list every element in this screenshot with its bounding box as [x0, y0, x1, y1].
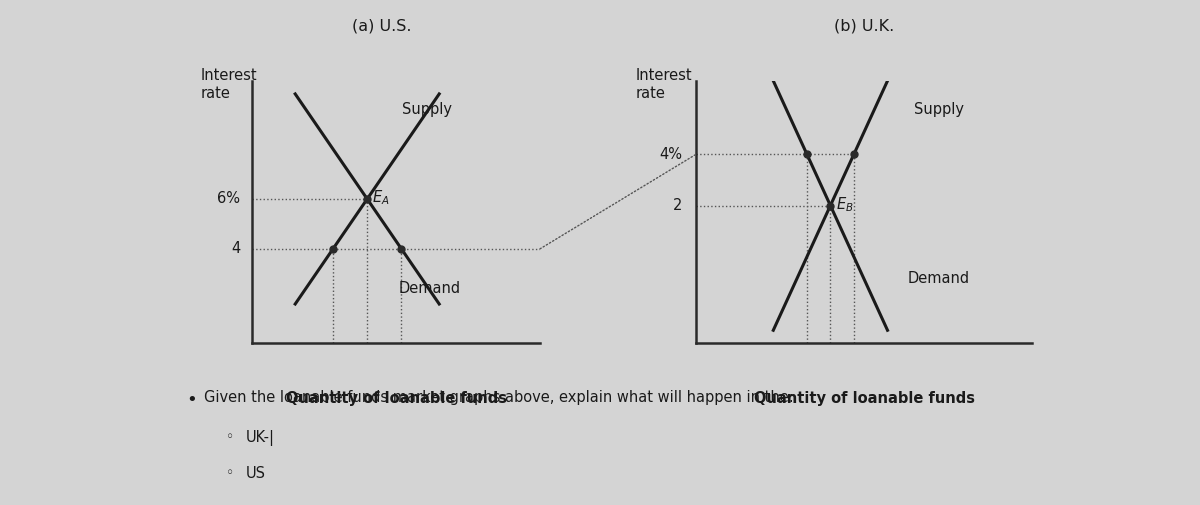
Text: ◦: ◦ — [226, 466, 234, 480]
Text: Quantity of loanable funds: Quantity of loanable funds — [286, 391, 506, 406]
Text: 6%: 6% — [217, 191, 240, 207]
Text: Supply: Supply — [914, 102, 965, 117]
Text: 4%: 4% — [660, 147, 683, 162]
Text: 2: 2 — [673, 198, 683, 213]
Text: ◦: ◦ — [226, 430, 234, 444]
Text: US: US — [246, 466, 266, 481]
Text: Demand: Demand — [907, 271, 970, 286]
Text: Given the loanable funds market graphs above, explain what will happen in the:: Given the loanable funds market graphs a… — [204, 390, 793, 405]
Text: $E_B$: $E_B$ — [836, 195, 854, 214]
Text: Interest
rate: Interest rate — [636, 68, 692, 102]
Text: Supply: Supply — [402, 102, 451, 117]
Text: Quantity of loanable funds: Quantity of loanable funds — [754, 391, 974, 406]
Text: (b) U.K.: (b) U.K. — [834, 19, 894, 33]
Text: Demand: Demand — [398, 281, 461, 296]
Text: •: • — [186, 391, 197, 410]
Text: UK-|: UK-| — [246, 430, 275, 446]
Text: (a) U.S.: (a) U.S. — [352, 19, 412, 33]
Text: $E_A$: $E_A$ — [372, 188, 390, 207]
Text: 4: 4 — [232, 241, 240, 257]
Text: Interest
rate: Interest rate — [200, 68, 257, 102]
